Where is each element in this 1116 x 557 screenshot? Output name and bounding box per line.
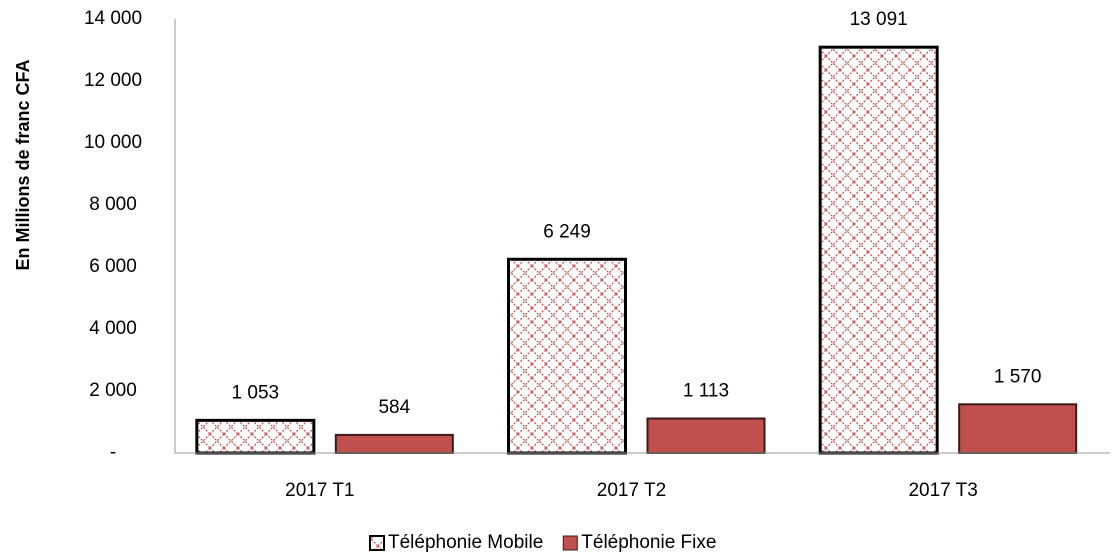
y-tick-label: 2 000 (89, 380, 137, 401)
x-tick-label: 2017 T3 (908, 480, 977, 501)
y-tick-label: 6 000 (89, 256, 137, 277)
bar (507, 257, 627, 455)
bar (818, 45, 939, 455)
y-axis-title: En Millions de franc CFA (13, 59, 33, 270)
value-label: 1 570 (994, 366, 1042, 387)
y-tick-label: 10 000 (84, 132, 142, 153)
legend-swatch (562, 535, 578, 551)
bar (334, 433, 454, 454)
y-tick-label: 4 000 (89, 318, 137, 339)
value-label: 1 113 (683, 381, 729, 402)
bar (195, 418, 316, 455)
bar (958, 403, 1078, 454)
y-tick-label: - (110, 442, 116, 463)
bar (646, 417, 766, 455)
value-label: 1 053 (232, 382, 280, 403)
value-label: 584 (378, 397, 410, 418)
y-tick-label: 14 000 (84, 8, 142, 29)
x-tick-label: 2017 T1 (285, 480, 354, 501)
legend-label: Téléphonie Fixe (581, 532, 716, 553)
value-label: 6 249 (543, 221, 591, 242)
y-tick-label: 12 000 (84, 70, 142, 91)
y-tick-label: 8 000 (89, 194, 137, 215)
value-label: 13 091 (850, 9, 908, 30)
legend-swatch (369, 535, 385, 551)
x-tick-label: 2017 T2 (597, 480, 666, 501)
legend-label: Téléphonie Mobile (388, 532, 543, 553)
